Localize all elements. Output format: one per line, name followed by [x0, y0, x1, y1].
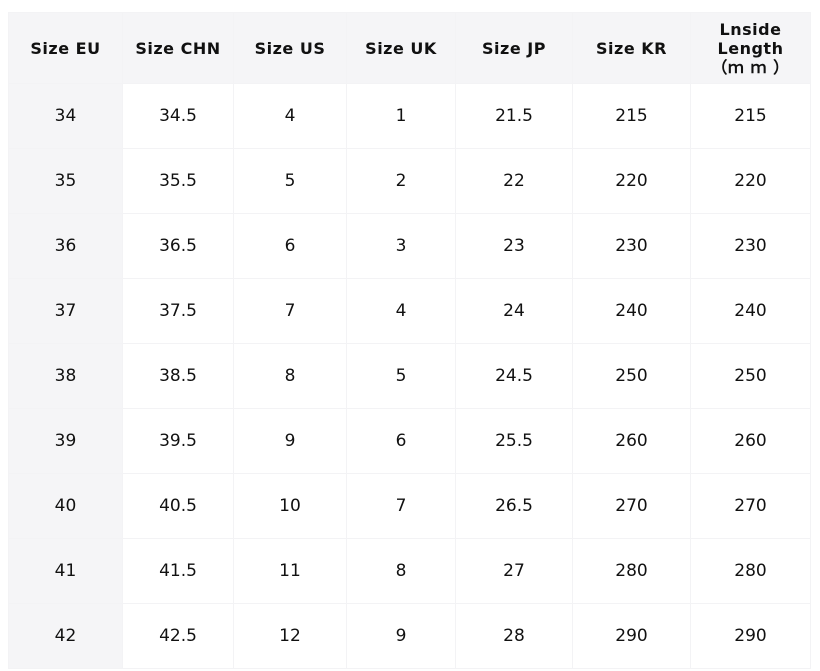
cell-size-jp: 25.5	[455, 408, 573, 474]
cell-size-chn: 36.5	[122, 213, 234, 279]
cell-size-kr: 240	[572, 278, 691, 344]
cell-size-uk: 5	[346, 343, 456, 409]
cell-size-chn: 34.5	[122, 83, 234, 149]
header-size-kr: Size KR	[572, 12, 691, 84]
cell-inside-length: 215	[690, 83, 811, 149]
table-row: 35 35.5 5 2 22 220 220	[8, 148, 811, 214]
header-size-chn: Size CHN	[122, 12, 234, 84]
cell-size-jp: 24	[455, 278, 573, 344]
cell-size-eu: 38	[8, 343, 123, 409]
cell-inside-length: 260	[690, 408, 811, 474]
cell-size-eu: 36	[8, 213, 123, 279]
cell-size-eu: 37	[8, 278, 123, 344]
cell-size-uk: 9	[346, 603, 456, 669]
size-chart-table: Size EU Size CHN Size US Size UK Size JP…	[8, 12, 811, 669]
cell-size-uk: 6	[346, 408, 456, 474]
cell-size-uk: 2	[346, 148, 456, 214]
table-row: 40 40.5 10 7 26.5 270 270	[8, 473, 811, 539]
cell-size-uk: 7	[346, 473, 456, 539]
table-row: 38 38.5 8 5 24.5 250 250	[8, 343, 811, 409]
cell-inside-length: 220	[690, 148, 811, 214]
cell-size-jp: 21.5	[455, 83, 573, 149]
cell-inside-length: 240	[690, 278, 811, 344]
header-inside-length-unit: （ｍ ｍ ）	[711, 57, 790, 77]
table-row: 39 39.5 9 6 25.5 260 260	[8, 408, 811, 474]
header-size-jp: Size JP	[455, 12, 573, 84]
cell-size-jp: 27	[455, 538, 573, 604]
cell-size-us: 8	[233, 343, 347, 409]
cell-size-jp: 26.5	[455, 473, 573, 539]
cell-size-chn: 40.5	[122, 473, 234, 539]
cell-size-us: 4	[233, 83, 347, 149]
cell-size-us: 11	[233, 538, 347, 604]
cell-size-jp: 23	[455, 213, 573, 279]
cell-size-kr: 230	[572, 213, 691, 279]
cell-inside-length: 270	[690, 473, 811, 539]
cell-size-chn: 41.5	[122, 538, 234, 604]
cell-size-eu: 39	[8, 408, 123, 474]
cell-size-us: 7	[233, 278, 347, 344]
cell-size-us: 12	[233, 603, 347, 669]
cell-size-uk: 8	[346, 538, 456, 604]
cell-size-eu: 42	[8, 603, 123, 669]
cell-size-kr: 250	[572, 343, 691, 409]
header-size-uk: Size UK	[346, 12, 456, 84]
cell-size-chn: 39.5	[122, 408, 234, 474]
header-row: Size EU Size CHN Size US Size UK Size JP…	[8, 12, 811, 84]
table-row: 36 36.5 6 3 23 230 230	[8, 213, 811, 279]
cell-size-uk: 4	[346, 278, 456, 344]
cell-size-kr: 260	[572, 408, 691, 474]
cell-size-us: 9	[233, 408, 347, 474]
cell-size-chn: 37.5	[122, 278, 234, 344]
header-size-eu: Size EU	[8, 12, 123, 84]
cell-size-kr: 215	[572, 83, 691, 149]
cell-size-jp: 28	[455, 603, 573, 669]
cell-size-uk: 1	[346, 83, 456, 149]
cell-size-chn: 42.5	[122, 603, 234, 669]
table-row: 42 42.5 12 9 28 290 290	[8, 603, 811, 669]
cell-size-jp: 24.5	[455, 343, 573, 409]
table-row: 34 34.5 4 1 21.5 215 215	[8, 83, 811, 149]
cell-size-us: 5	[233, 148, 347, 214]
header-inside-length-label: Lnside Length	[717, 19, 784, 58]
cell-size-eu: 40	[8, 473, 123, 539]
cell-size-kr: 220	[572, 148, 691, 214]
cell-size-kr: 270	[572, 473, 691, 539]
cell-size-kr: 290	[572, 603, 691, 669]
cell-inside-length: 280	[690, 538, 811, 604]
cell-size-eu: 34	[8, 83, 123, 149]
cell-inside-length: 250	[690, 343, 811, 409]
cell-size-eu: 41	[8, 538, 123, 604]
cell-size-kr: 280	[572, 538, 691, 604]
table-row: 41 41.5 11 8 27 280 280	[8, 538, 811, 604]
cell-inside-length: 290	[690, 603, 811, 669]
cell-size-us: 10	[233, 473, 347, 539]
header-size-us: Size US	[233, 12, 347, 84]
header-inside-length: Lnside Length （ｍ ｍ ）	[690, 12, 811, 84]
cell-size-jp: 22	[455, 148, 573, 214]
cell-size-us: 6	[233, 213, 347, 279]
cell-size-chn: 35.5	[122, 148, 234, 214]
table-row: 37 37.5 7 4 24 240 240	[8, 278, 811, 344]
cell-size-uk: 3	[346, 213, 456, 279]
cell-size-chn: 38.5	[122, 343, 234, 409]
cell-size-eu: 35	[8, 148, 123, 214]
cell-inside-length: 230	[690, 213, 811, 279]
